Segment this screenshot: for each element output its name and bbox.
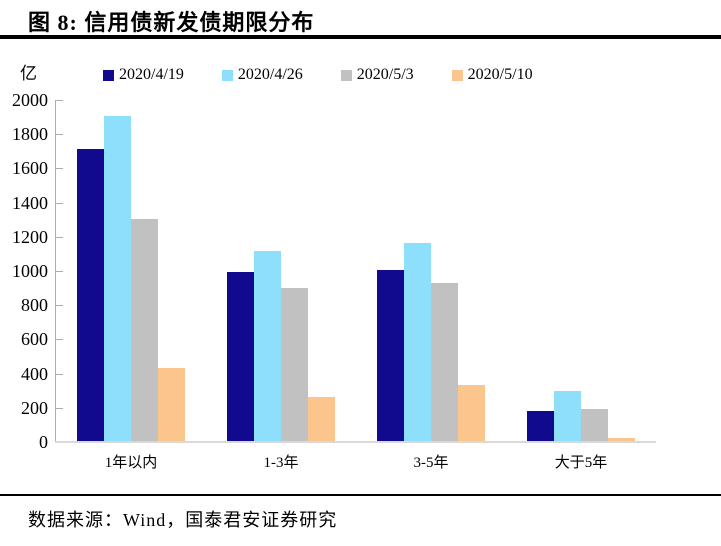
legend-swatch — [451, 69, 463, 81]
bar — [581, 409, 608, 441]
bar — [131, 219, 158, 441]
y-axis-tick-label: 600 — [21, 329, 48, 350]
x-axis-category-label: 1-3年 — [263, 455, 299, 471]
legend-item: 2020/5/10 — [451, 66, 533, 84]
legend-label: 2020/5/3 — [356, 66, 414, 83]
bar — [308, 397, 335, 441]
legend-swatch — [340, 69, 352, 81]
bar — [158, 368, 185, 441]
x-axis-category-label: 大于5年 — [554, 455, 608, 471]
y-axis-tick-label: 400 — [21, 363, 48, 384]
y-axis-tick-mark — [55, 237, 63, 238]
bar — [608, 438, 635, 441]
data-source-note: 数据来源：Wind，国泰君安证券研究 — [28, 510, 338, 530]
bar — [377, 270, 404, 441]
y-axis-tick-label: 200 — [21, 397, 48, 418]
y-axis-tick-mark — [55, 271, 63, 272]
y-axis-tick-mark — [55, 374, 63, 375]
y-axis-tick-label: 1400 — [12, 192, 48, 213]
x-axis-category-label: 1年以内 — [104, 455, 158, 471]
figure-title: 图 8: 信用债新发债期限分布 — [28, 10, 315, 35]
y-axis-tick-mark — [55, 168, 63, 169]
bar — [77, 149, 104, 441]
bars-area — [56, 100, 656, 441]
legend: 2020/4/19 2020/4/26 2020/5/3 2020/5/10 — [103, 66, 533, 84]
y-axis-tick-mark — [55, 100, 63, 101]
legend-swatch — [221, 69, 233, 81]
bar — [554, 391, 581, 441]
y-axis-tick-label: 1000 — [12, 261, 48, 281]
y-axis-tick-label: 1200 — [12, 226, 48, 247]
legend-item: 2020/5/3 — [340, 66, 414, 84]
y-axis-unit-label: 亿 — [20, 64, 37, 83]
legend-item: 2020/4/19 — [103, 66, 184, 84]
y-axis-tick-mark — [55, 134, 63, 135]
y-axis-tick-label: 1600 — [12, 158, 48, 179]
bar — [404, 243, 431, 441]
x-axis-category-label: 3-5年 — [413, 455, 449, 471]
bar — [281, 288, 308, 441]
bar — [254, 251, 281, 441]
y-axis-line — [55, 100, 56, 442]
y-axis-tick-label: 2000 — [12, 90, 48, 110]
bar — [227, 272, 254, 441]
y-axis-tick-mark — [55, 305, 63, 306]
title-divider-rule — [0, 35, 721, 39]
y-axis-tick-mark — [55, 339, 63, 340]
y-axis-tick-label: 800 — [21, 295, 48, 316]
bar — [458, 385, 485, 441]
y-axis-tick-mark — [55, 203, 63, 204]
legend-label: 2020/4/26 — [237, 66, 303, 83]
legend-label: 2020/4/19 — [119, 66, 184, 83]
bar-group — [506, 100, 656, 441]
legend-item: 2020/4/26 — [221, 66, 303, 84]
bar — [431, 283, 458, 441]
bar — [527, 411, 554, 441]
x-axis-labels: 1年以内 1-3年 3-5年 大于5年 — [56, 451, 656, 472]
y-axis-tick-label: 1800 — [12, 124, 48, 145]
legend-swatch — [103, 69, 114, 81]
bar — [104, 116, 131, 441]
bar-group — [206, 100, 356, 441]
footer-divider-rule — [0, 494, 721, 496]
bar-group — [56, 100, 206, 441]
y-axis-tick-label: 0 — [39, 432, 48, 452]
x-axis-line — [55, 441, 656, 443]
legend-label: 2020/5/10 — [467, 66, 533, 83]
bar-group — [356, 100, 506, 441]
y-axis-tick-mark — [55, 408, 63, 409]
